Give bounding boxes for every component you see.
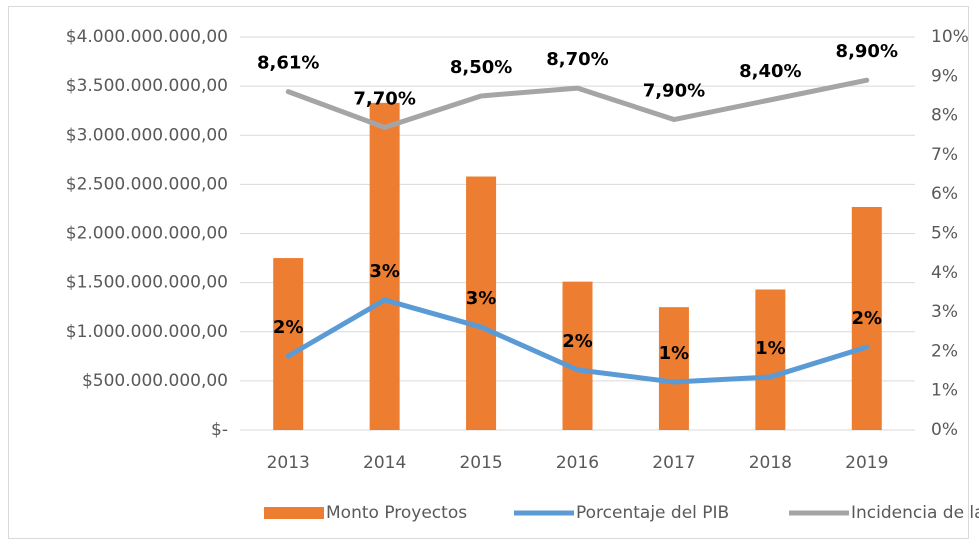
y-tick-label: $4.000.000.000,00 (66, 27, 228, 47)
y-tick-label: $500.000.000,00 (82, 371, 228, 391)
bar (755, 289, 786, 430)
x-tick-label: 2018 (749, 453, 792, 473)
line (285, 77, 870, 130)
y-tick-label: $1.000.000.000,00 (66, 322, 228, 342)
data-label: 8,61% (257, 53, 319, 74)
data-label: 1% (659, 343, 690, 364)
data-label: 2% (273, 317, 304, 338)
bar (369, 102, 400, 430)
data-label: 8,50% (450, 57, 512, 78)
y-tick-label: $2.500.000.000,00 (66, 174, 228, 194)
x-tick-label: 2016 (556, 453, 599, 473)
data-label: 2% (562, 331, 593, 352)
data-label: 7,70% (353, 88, 415, 109)
data-label: 2% (852, 308, 883, 329)
data-label: 8,90% (836, 41, 898, 62)
legend-label: Monto Proyectos (326, 503, 467, 523)
y2-tick-label: 2% (931, 341, 958, 361)
y2-tick-label: 8% (931, 106, 958, 126)
y2-tick-label: 1% (931, 381, 958, 401)
data-label: 3% (466, 288, 497, 309)
y-tick-label: $3.500.000.000,00 (66, 76, 228, 96)
y2-tick-label: 3% (931, 302, 958, 322)
y2-tick-label: 0% (931, 420, 958, 440)
data-label: 8,40% (739, 61, 801, 82)
legend-label: Incidencia de la Pobreza (851, 503, 979, 523)
data-label: 7,90% (643, 81, 705, 102)
data-label: 8,70% (546, 49, 608, 70)
y-tick-label: $1.500.000.000,00 (66, 273, 228, 293)
y2-tick-label: 5% (931, 224, 958, 244)
data-label: 1% (755, 338, 786, 359)
y2-tick-label: 4% (931, 263, 958, 283)
x-tick-label: 2014 (363, 453, 406, 473)
data-label: 3% (369, 261, 400, 282)
bar (658, 307, 689, 430)
y2-tick-label: 7% (931, 145, 958, 165)
y-tick-label: $- (211, 420, 228, 440)
legend-swatch (264, 507, 324, 519)
bar (562, 281, 593, 430)
legend-label: Porcentaje del PIB (576, 503, 729, 523)
y2-tick-label: 10% (931, 27, 969, 47)
y-tick-label: $3.000.000.000,00 (66, 125, 228, 145)
line (285, 297, 870, 385)
x-tick-label: 2013 (267, 453, 310, 473)
bar (851, 206, 882, 430)
y-tick-label: $2.000.000.000,00 (66, 224, 228, 244)
bar (273, 258, 304, 430)
bar (466, 176, 497, 430)
y2-tick-label: 6% (931, 184, 958, 204)
x-tick-label: 2017 (652, 453, 695, 473)
x-tick-label: 2019 (845, 453, 888, 473)
x-tick-label: 2015 (459, 453, 502, 473)
y2-tick-label: 9% (931, 66, 958, 86)
